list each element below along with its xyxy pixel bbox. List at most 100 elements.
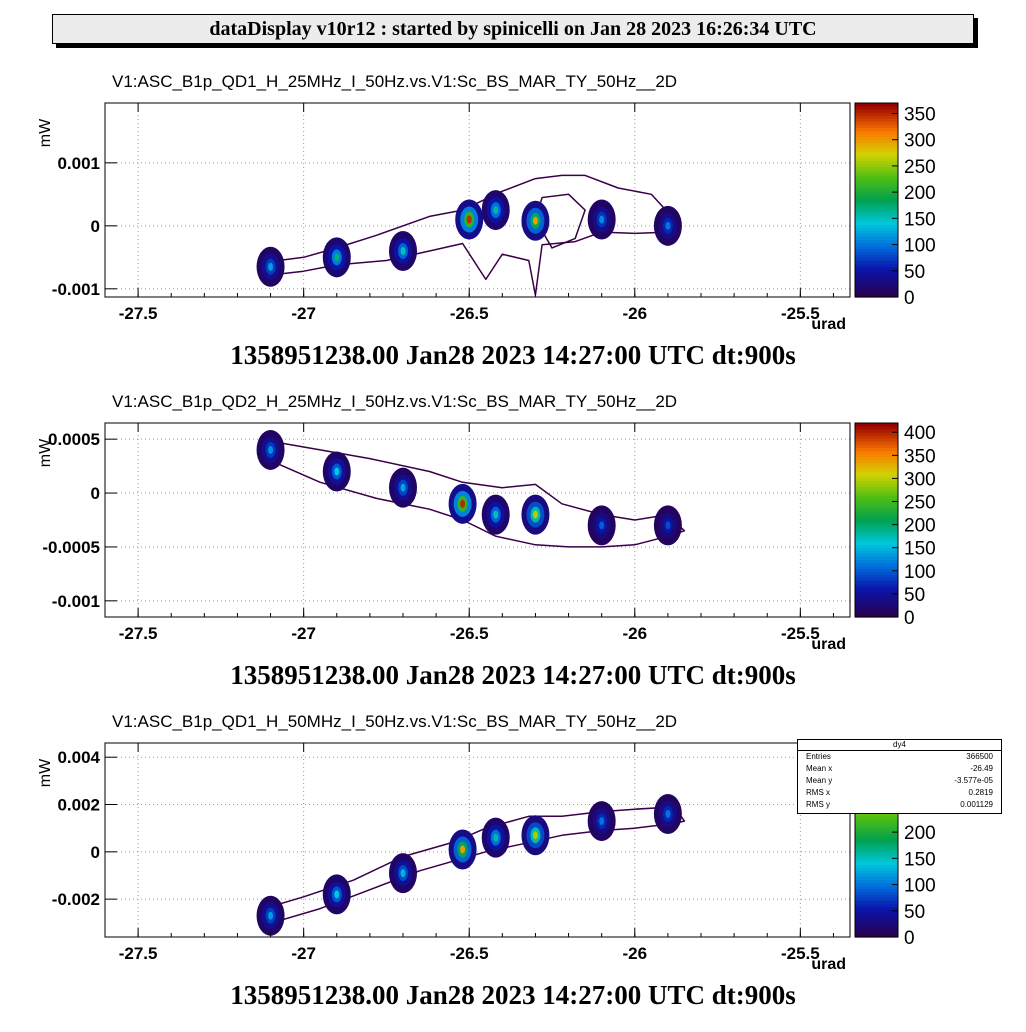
- color-scale-band: [855, 236, 898, 241]
- color-scale-band: [855, 245, 898, 250]
- heatmap-chart-1: -27.5 -27 -26.5 -26 -25.5 -0.001 0 0.001 urad mW 0…: [37, 102, 936, 333]
- color-scale-band: [855, 160, 898, 165]
- plot-title: V1:ASC_B1p_QD1_H_50MHz_I_50Hz.vs.V1:Sc_B…: [112, 712, 678, 731]
- color-scale-label: 200: [904, 516, 936, 537]
- color-scale-band: [855, 885, 898, 890]
- color-scale-band: [855, 459, 898, 464]
- plot-area: [105, 103, 850, 297]
- color-scale-label: 150: [904, 539, 936, 560]
- data-cluster: [389, 231, 417, 272]
- color-scale-band: [855, 130, 898, 134]
- color-scale-band: [855, 477, 898, 482]
- x-tick-label: -27: [291, 944, 316, 963]
- data-cluster: [389, 467, 417, 508]
- plot-panel-2: V1:ASC_B1p_QD2_H_25MHz_I_50Hz.vs.V1:Sc_B…: [0, 392, 1026, 712]
- color-scale-label: 100: [904, 876, 936, 897]
- color-scale-band: [855, 510, 898, 515]
- color-scale-band: [855, 586, 898, 591]
- color-scale-band: [855, 230, 898, 234]
- color-scale-label: 100: [904, 562, 936, 583]
- color-scale-band: [855, 598, 898, 603]
- x-tick-label: -25.5: [781, 944, 820, 963]
- color-scale-band: [855, 154, 898, 159]
- color-scale-band: [855, 109, 898, 113]
- color-scale-band: [855, 879, 898, 884]
- data-cluster: [587, 199, 616, 240]
- color-scale-band: [855, 535, 898, 539]
- heat-cell: [665, 809, 671, 818]
- color-scale-band: [855, 429, 898, 433]
- plot-title: V1:ASC_B1p_QD2_H_25MHz_I_50Hz.vs.V1:Sc_B…: [112, 392, 678, 411]
- color-scale-band: [855, 918, 898, 923]
- color-scale-band: [855, 815, 898, 820]
- color-scale-band: [855, 930, 898, 935]
- color-scale-band: [855, 858, 898, 862]
- stats-label: RMS x: [806, 788, 830, 797]
- color-scale-band: [855, 468, 898, 473]
- x-tick-label: -27: [291, 304, 316, 323]
- data-cluster: [481, 494, 510, 535]
- color-scale-band: [855, 855, 898, 859]
- color-scale-band: [855, 441, 898, 445]
- color-scale-band: [855, 927, 898, 932]
- y-tick-label: -0.001: [52, 592, 100, 611]
- color-scale-band: [855, 139, 898, 144]
- color-scale-band: [855, 260, 898, 265]
- data-cluster: [256, 895, 285, 936]
- color-scale-band: [855, 224, 898, 228]
- color-scale-band: [855, 900, 898, 905]
- color-scale-band: [855, 915, 898, 920]
- stats-label: RMS y: [806, 800, 830, 809]
- color-scale-band: [855, 912, 898, 917]
- color-scale-band: [855, 148, 898, 153]
- color-scale-band: [855, 474, 898, 479]
- x-tick-label: -26: [622, 624, 647, 643]
- heat-cell: [493, 510, 499, 519]
- color-scale-band: [855, 124, 898, 128]
- y-tick-label: 0.001: [57, 154, 100, 173]
- color-scale-band: [855, 221, 898, 225]
- color-scale-band: [855, 187, 898, 192]
- data-cluster: [521, 200, 550, 241]
- y-tick-label: 0: [91, 484, 100, 503]
- color-scale-band: [855, 520, 898, 524]
- color-scale-band: [855, 163, 898, 168]
- heat-cell: [334, 253, 340, 262]
- color-scale-band: [855, 218, 898, 222]
- color-scale-band: [855, 242, 898, 247]
- color-scale-band: [855, 444, 898, 448]
- color-scale-band: [855, 184, 898, 189]
- color-scale-band: [855, 827, 898, 832]
- color-scale-band: [855, 924, 898, 929]
- color-scale-band: [855, 843, 898, 847]
- color-scale-band: [855, 465, 898, 470]
- color-scale-band: [855, 565, 898, 570]
- color-scale-band: [855, 840, 898, 844]
- color-scale-band: [855, 257, 898, 262]
- color-scale-band: [855, 423, 898, 427]
- color-scale-band: [855, 112, 898, 116]
- heat-cell: [493, 833, 499, 842]
- plot-area: [105, 743, 850, 937]
- color-scale-band: [855, 115, 898, 119]
- stats-row: Mean y -3.577e-05: [798, 775, 1001, 787]
- color-scale-band: [855, 278, 898, 283]
- color-scale-band: [855, 852, 898, 856]
- color-scale-label: 50: [904, 902, 925, 923]
- color-scale-frame: [854, 422, 899, 618]
- stats-label: Mean x: [806, 764, 833, 773]
- color-scale-band: [855, 849, 898, 853]
- color-scale-band: [855, 544, 898, 548]
- color-scale-band: [855, 541, 898, 545]
- stats-value: 0.2819: [968, 788, 993, 797]
- stats-row: RMS y 0.001129: [798, 799, 1001, 811]
- color-scale-band: [855, 133, 898, 137]
- color-scale-band: [855, 272, 898, 277]
- data-cluster: [653, 793, 682, 834]
- color-scale-band: [855, 193, 898, 198]
- heat-cell: [532, 216, 538, 225]
- color-scale-band: [855, 604, 898, 609]
- heat-cell: [400, 483, 406, 492]
- color-scale-label: 300: [904, 131, 936, 152]
- y-tick-label: 0.004: [57, 748, 100, 767]
